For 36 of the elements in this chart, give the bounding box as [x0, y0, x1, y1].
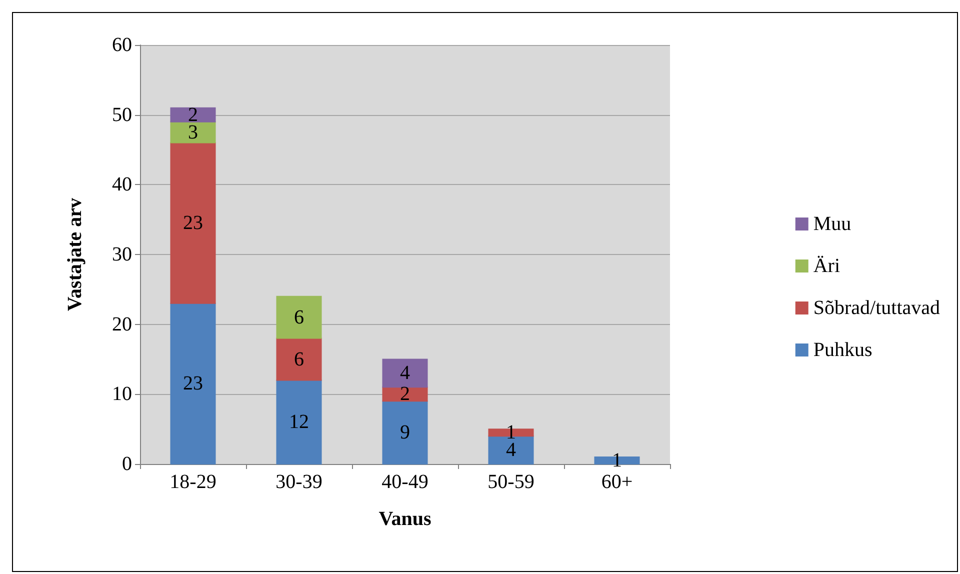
- bar: [170, 142, 216, 304]
- legend-label: Muu: [813, 213, 852, 235]
- y-tick-label: 30: [112, 244, 132, 266]
- bar: [170, 107, 216, 122]
- data-label: 4: [400, 362, 410, 384]
- y-axis-title: Vastajate arv: [64, 198, 86, 312]
- x-tick-label: 18-29: [170, 471, 216, 493]
- legend-label: Äri: [813, 255, 840, 277]
- x-tick-label: 30-39: [276, 471, 322, 493]
- legend-label: Puhkus: [813, 339, 872, 361]
- bar: [276, 380, 322, 464]
- y-tick-label: 0: [122, 453, 132, 475]
- y-tick-label: 20: [112, 313, 132, 336]
- bar: [276, 296, 322, 339]
- data-label: 9: [400, 422, 410, 444]
- data-label: 2: [400, 383, 410, 406]
- data-label: 6: [294, 306, 304, 328]
- x-tick-label: 50-59: [488, 471, 534, 493]
- bar: [170, 121, 216, 144]
- y-tick-label: 40: [112, 174, 132, 196]
- bar: [276, 338, 322, 381]
- y-tick-label: 10: [112, 383, 132, 406]
- data-label: 23: [183, 372, 203, 395]
- data-label: 12: [289, 411, 309, 434]
- x-tick-label: 40-49: [382, 471, 428, 493]
- data-label: 4: [506, 439, 516, 462]
- y-tick-label: 60: [112, 34, 132, 56]
- y-tick-label: 50: [112, 104, 132, 126]
- x-axis-title: Vanus: [378, 508, 432, 530]
- bar: [170, 302, 216, 464]
- bar: [382, 358, 428, 388]
- legend-label: Sõbrad/tuttavad: [813, 297, 940, 319]
- data-label: 6: [294, 348, 304, 370]
- x-tick-label: 60+: [601, 471, 633, 493]
- bar: [382, 400, 428, 464]
- data-label: 23: [183, 212, 203, 234]
